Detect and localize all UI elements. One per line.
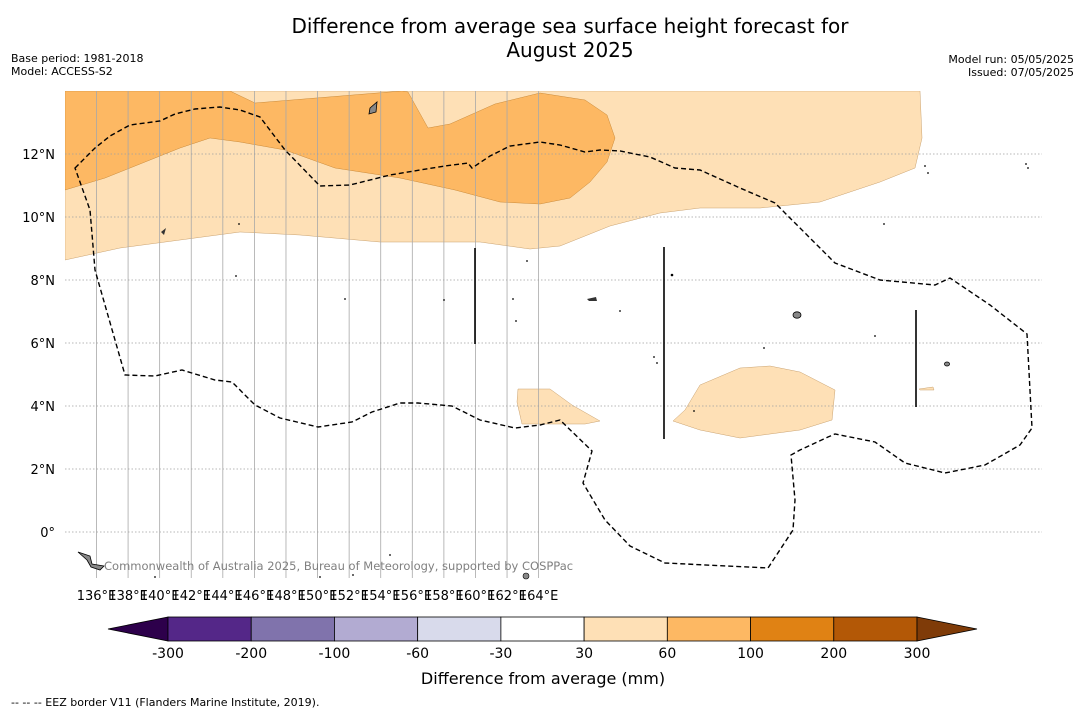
island-islet: [1027, 167, 1029, 169]
longitude-label: 144°E: [203, 589, 243, 604]
island-islet: [352, 574, 354, 576]
longitude-label: 148°E: [266, 589, 306, 604]
longitude-label: 146°E: [235, 589, 275, 604]
longitude-label: 150°E: [298, 589, 338, 604]
island-islet: [526, 260, 528, 262]
anomaly-fills: [65, 91, 935, 439]
island-islet: [443, 299, 445, 301]
colorbar-max-extension: [916, 616, 978, 642]
longitude-label: 142°E: [171, 589, 211, 604]
island-islet: [883, 223, 885, 225]
colorbar-bin: [833, 616, 918, 642]
islands: [77, 101, 1029, 580]
island-islet: [522, 572, 530, 580]
colorbar-bin: [750, 616, 835, 642]
island-islet: [319, 576, 321, 578]
island-islet: [924, 165, 926, 167]
anomaly-30-60-patch-c: [918, 386, 935, 391]
island-islet: [154, 576, 156, 578]
colorbar-tick-label: -60: [406, 646, 429, 662]
colorbar-bin: [334, 616, 419, 642]
longitude-label: 136°E: [77, 589, 117, 604]
island-islet: [656, 362, 658, 364]
island-islet: [670, 273, 674, 277]
longitude-label: 160°E: [456, 589, 496, 604]
colorbar-tick-label: 60: [658, 646, 676, 662]
island-pohnpei: [792, 311, 802, 319]
eez-border: [74, 106, 1033, 569]
island-islet: [874, 335, 876, 337]
longitude-label: 164°E: [519, 589, 559, 604]
island-islet: [693, 410, 695, 412]
map-title: Difference from average sea surface heig…: [220, 14, 920, 62]
colorbar-min-extension: [107, 616, 169, 642]
island-kosrae: [944, 361, 950, 367]
colorbar-tick-label: -300: [152, 646, 184, 662]
longitude-label: 152°E: [329, 589, 369, 604]
latitude-label: 10°N: [22, 211, 55, 226]
map-title-line-1: Difference from average sea surface heig…: [291, 14, 849, 38]
island-islet: [512, 298, 514, 300]
model-run-text: Model run: 05/05/2025: [948, 53, 1074, 66]
longitude-label: 138°E: [108, 589, 148, 604]
island-islet: [927, 172, 929, 174]
eez-footnote: -- -- -- EEZ border V11 (Flanders Marine…: [11, 696, 320, 709]
latitude-labels: 12°N 10°N 8°N 6°N 4°N 2°N 0°: [22, 148, 55, 541]
colorbar-bin: [167, 616, 252, 642]
longitude-label: 162°E: [487, 589, 527, 604]
latitude-label: 2°N: [31, 463, 56, 478]
colorbar-bin: [417, 616, 502, 642]
longitude-label: 156°E: [393, 589, 433, 604]
longitude-label: 140°E: [140, 589, 180, 604]
latitude-label: 12°N: [22, 148, 55, 163]
colorbar-tick-label: 30: [575, 646, 593, 662]
colorbar-tick-label: -100: [319, 646, 351, 662]
island-islet: [1025, 163, 1027, 165]
colorbar-tick-label: 200: [820, 646, 847, 662]
longitude-labels: 136°E138°E140°E142°E144°E146°E148°E150°E…: [77, 589, 559, 604]
island-islet: [653, 356, 655, 358]
island-islet: [619, 310, 621, 312]
anomaly-60-100-region: [65, 91, 616, 205]
copyright-text: Commonwealth of Australia 2025, Bureau o…: [104, 559, 573, 573]
colorbar: -300 -200 -100 -60 -30 30 60 100 200 300: [107, 616, 978, 662]
island-guam: [368, 101, 378, 115]
model-info: Base period: 1981-2018 Model: ACCESS-S2: [11, 52, 143, 78]
island-islet: [235, 275, 237, 277]
graticule: [65, 91, 1042, 578]
map-panel: Commonwealth of Australia 2025, Bureau o…: [65, 91, 1042, 580]
colorbar-tick-label: -30: [489, 646, 512, 662]
island-islet: [389, 554, 391, 556]
island-islet: [515, 320, 517, 322]
longitude-label: 154°E: [361, 589, 401, 604]
base-period-text: Base period: 1981-2018: [11, 52, 144, 65]
latitude-label: 4°N: [31, 400, 56, 415]
longitude-label: 158°E: [424, 589, 464, 604]
run-info: Model run: 05/05/2025 Issued: 07/05/2025: [948, 53, 1074, 79]
latitude-label: 0°: [40, 526, 55, 541]
colorbar-bin: [583, 616, 668, 642]
anomaly-30-60-patch-b: [672, 365, 836, 439]
colorbar-bin: [666, 616, 751, 642]
latitude-label: 8°N: [31, 274, 56, 289]
colorbar-bin: [500, 616, 585, 642]
map-title-line-2: August 2025: [506, 38, 634, 62]
issued-text: Issued: 07/05/2025: [967, 66, 1074, 79]
island-chuuk: [587, 297, 597, 301]
island-palau: [77, 551, 105, 571]
island-islet: [763, 347, 765, 349]
colorbar-tick-label: 100: [737, 646, 764, 662]
island-islet: [238, 223, 240, 225]
latitude-label: 6°N: [31, 337, 56, 352]
colorbar-tick-label: 300: [904, 646, 931, 662]
model-text: Model: ACCESS-S2: [11, 65, 113, 78]
colorbar-bin: [250, 616, 335, 642]
island-yap: [161, 228, 166, 235]
vertical-boundary-lines: [474, 247, 917, 439]
colorbar-title: Difference from average (mm): [421, 669, 665, 688]
island-islet: [344, 298, 346, 300]
colorbar-tick-label: -200: [235, 646, 267, 662]
